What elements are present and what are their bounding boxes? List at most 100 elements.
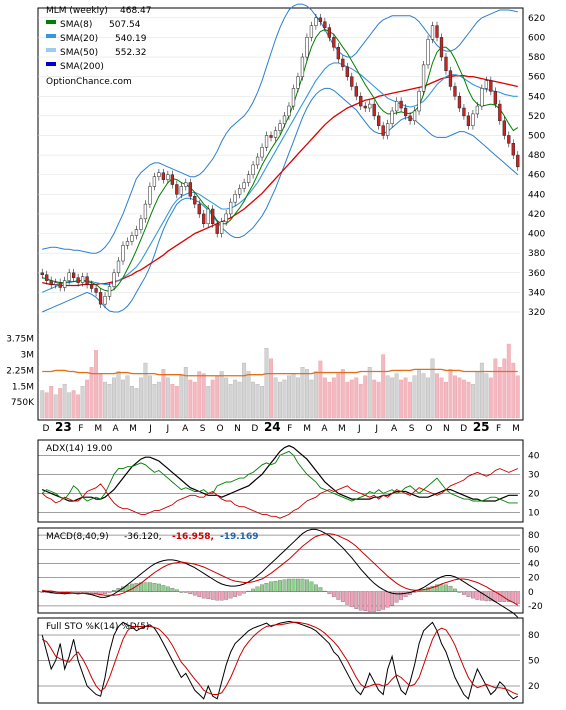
volume-bar xyxy=(269,358,273,419)
volume-bar xyxy=(143,362,148,419)
price-tick-label: 480 xyxy=(528,151,545,161)
price-tick-label: 500 xyxy=(528,131,545,141)
legend-sma50-value: 552.32 xyxy=(115,48,147,58)
volume-bar xyxy=(470,383,475,419)
volume-bar xyxy=(479,362,484,419)
price-candle xyxy=(412,110,417,122)
volume-bar xyxy=(493,358,498,419)
macd-histogram-bar xyxy=(192,591,197,596)
stochastic-lines xyxy=(41,620,519,700)
price-candle xyxy=(408,115,412,122)
price-candle xyxy=(489,80,493,92)
x-axis-label: M xyxy=(338,424,346,434)
volume-bar xyxy=(112,377,116,419)
price-candle xyxy=(502,120,506,136)
price-candle xyxy=(471,113,475,126)
price-candle xyxy=(291,88,296,107)
x-axis-label: J xyxy=(148,424,152,434)
macd-histogram-bar xyxy=(354,591,359,609)
price-candle xyxy=(76,277,80,283)
price-candle xyxy=(264,135,269,148)
volume-bar xyxy=(183,367,188,419)
panel-tick-label: 80 xyxy=(528,631,540,641)
volume-average-line xyxy=(42,368,518,377)
macd-histogram-bar xyxy=(255,586,260,592)
volume-bar xyxy=(444,381,448,419)
legend-sma20-name: SMA(20) xyxy=(60,34,98,44)
price-candle xyxy=(125,241,130,246)
legend-sma8-name: SMA(8) xyxy=(60,20,92,30)
volume-bar xyxy=(210,379,215,419)
price-candle xyxy=(318,17,323,22)
volume-bar xyxy=(506,343,511,419)
volume-bar xyxy=(161,369,166,419)
macd-histogram-bar xyxy=(228,591,233,599)
macd-histogram-bar xyxy=(40,591,45,593)
price-candle xyxy=(350,76,354,87)
macd-histogram-bar xyxy=(515,591,520,604)
price-tick-label: 420 xyxy=(528,210,545,220)
macd-histogram-bar xyxy=(403,591,408,597)
panel-tick-label: 20 xyxy=(528,682,540,692)
x-axis-label: M xyxy=(129,424,137,434)
price-candle xyxy=(54,282,58,285)
price-candle xyxy=(80,276,85,283)
adx-series-line xyxy=(41,445,518,502)
macd-lines xyxy=(42,528,519,618)
macd-histogram-bar xyxy=(278,580,282,592)
price-candle xyxy=(188,182,192,197)
price-x-axis: D 23 F M A M J J A S O N D 24 F M A M J J A S O N D 25 F M xyxy=(43,420,520,434)
price-candle xyxy=(184,182,188,187)
volume-bar xyxy=(331,377,336,419)
price-candle xyxy=(394,100,399,112)
macd-histogram-bar xyxy=(417,590,421,592)
volume-bars xyxy=(40,343,520,419)
volume-tick-label: 1.5M xyxy=(12,382,34,392)
volume-bar xyxy=(188,379,193,419)
volume-bar xyxy=(426,377,430,419)
volume-bar xyxy=(58,388,63,419)
volume-bar xyxy=(134,388,139,419)
price-candle xyxy=(148,186,152,205)
macd-histogram-bar xyxy=(291,578,296,592)
volume-bar xyxy=(206,386,211,419)
macd-histogram-bar xyxy=(80,591,85,593)
volume-bar xyxy=(80,386,85,419)
stochastic-series-line xyxy=(41,621,518,695)
macd-histogram-bar xyxy=(313,584,318,592)
price-candle xyxy=(89,284,94,289)
macd-histogram-bar xyxy=(179,591,184,593)
price-candle xyxy=(143,203,148,220)
volume-bar xyxy=(318,360,323,419)
x-axis-label: F xyxy=(496,424,501,434)
price-candle xyxy=(161,172,166,180)
price-candle xyxy=(511,143,515,156)
price-candle xyxy=(466,115,471,126)
macd-histogram-bar xyxy=(246,590,251,592)
volume-bar xyxy=(439,377,444,419)
price-candle xyxy=(170,174,174,185)
macd-histogram-bar xyxy=(488,591,493,602)
macd-histogram-bar xyxy=(237,591,242,596)
volume-bar xyxy=(349,379,354,419)
bollinger-upper-line xyxy=(42,3,518,254)
macd-histogram-bar xyxy=(372,591,377,612)
stochastic-series-line xyxy=(41,620,519,700)
macd-histogram-bar xyxy=(327,591,332,595)
x-axis-label: J xyxy=(374,424,378,434)
macd-histogram-bar xyxy=(264,583,269,592)
volume-bar xyxy=(152,383,157,419)
volume-bar xyxy=(385,375,390,419)
macd-histogram-bar xyxy=(439,584,444,592)
volume-bar xyxy=(511,362,516,419)
macd-histogram-bar xyxy=(331,591,336,597)
macd-histogram-bar xyxy=(233,591,238,597)
macd-histogram-bar xyxy=(340,591,345,602)
price-candle xyxy=(516,154,520,168)
macd-histogram-bar xyxy=(206,591,211,599)
macd-histogram-bar xyxy=(435,584,439,592)
volume-bar xyxy=(260,386,265,419)
macd-histogram-bar xyxy=(219,591,224,601)
price-candle xyxy=(220,221,224,234)
volume-bar xyxy=(192,381,197,419)
